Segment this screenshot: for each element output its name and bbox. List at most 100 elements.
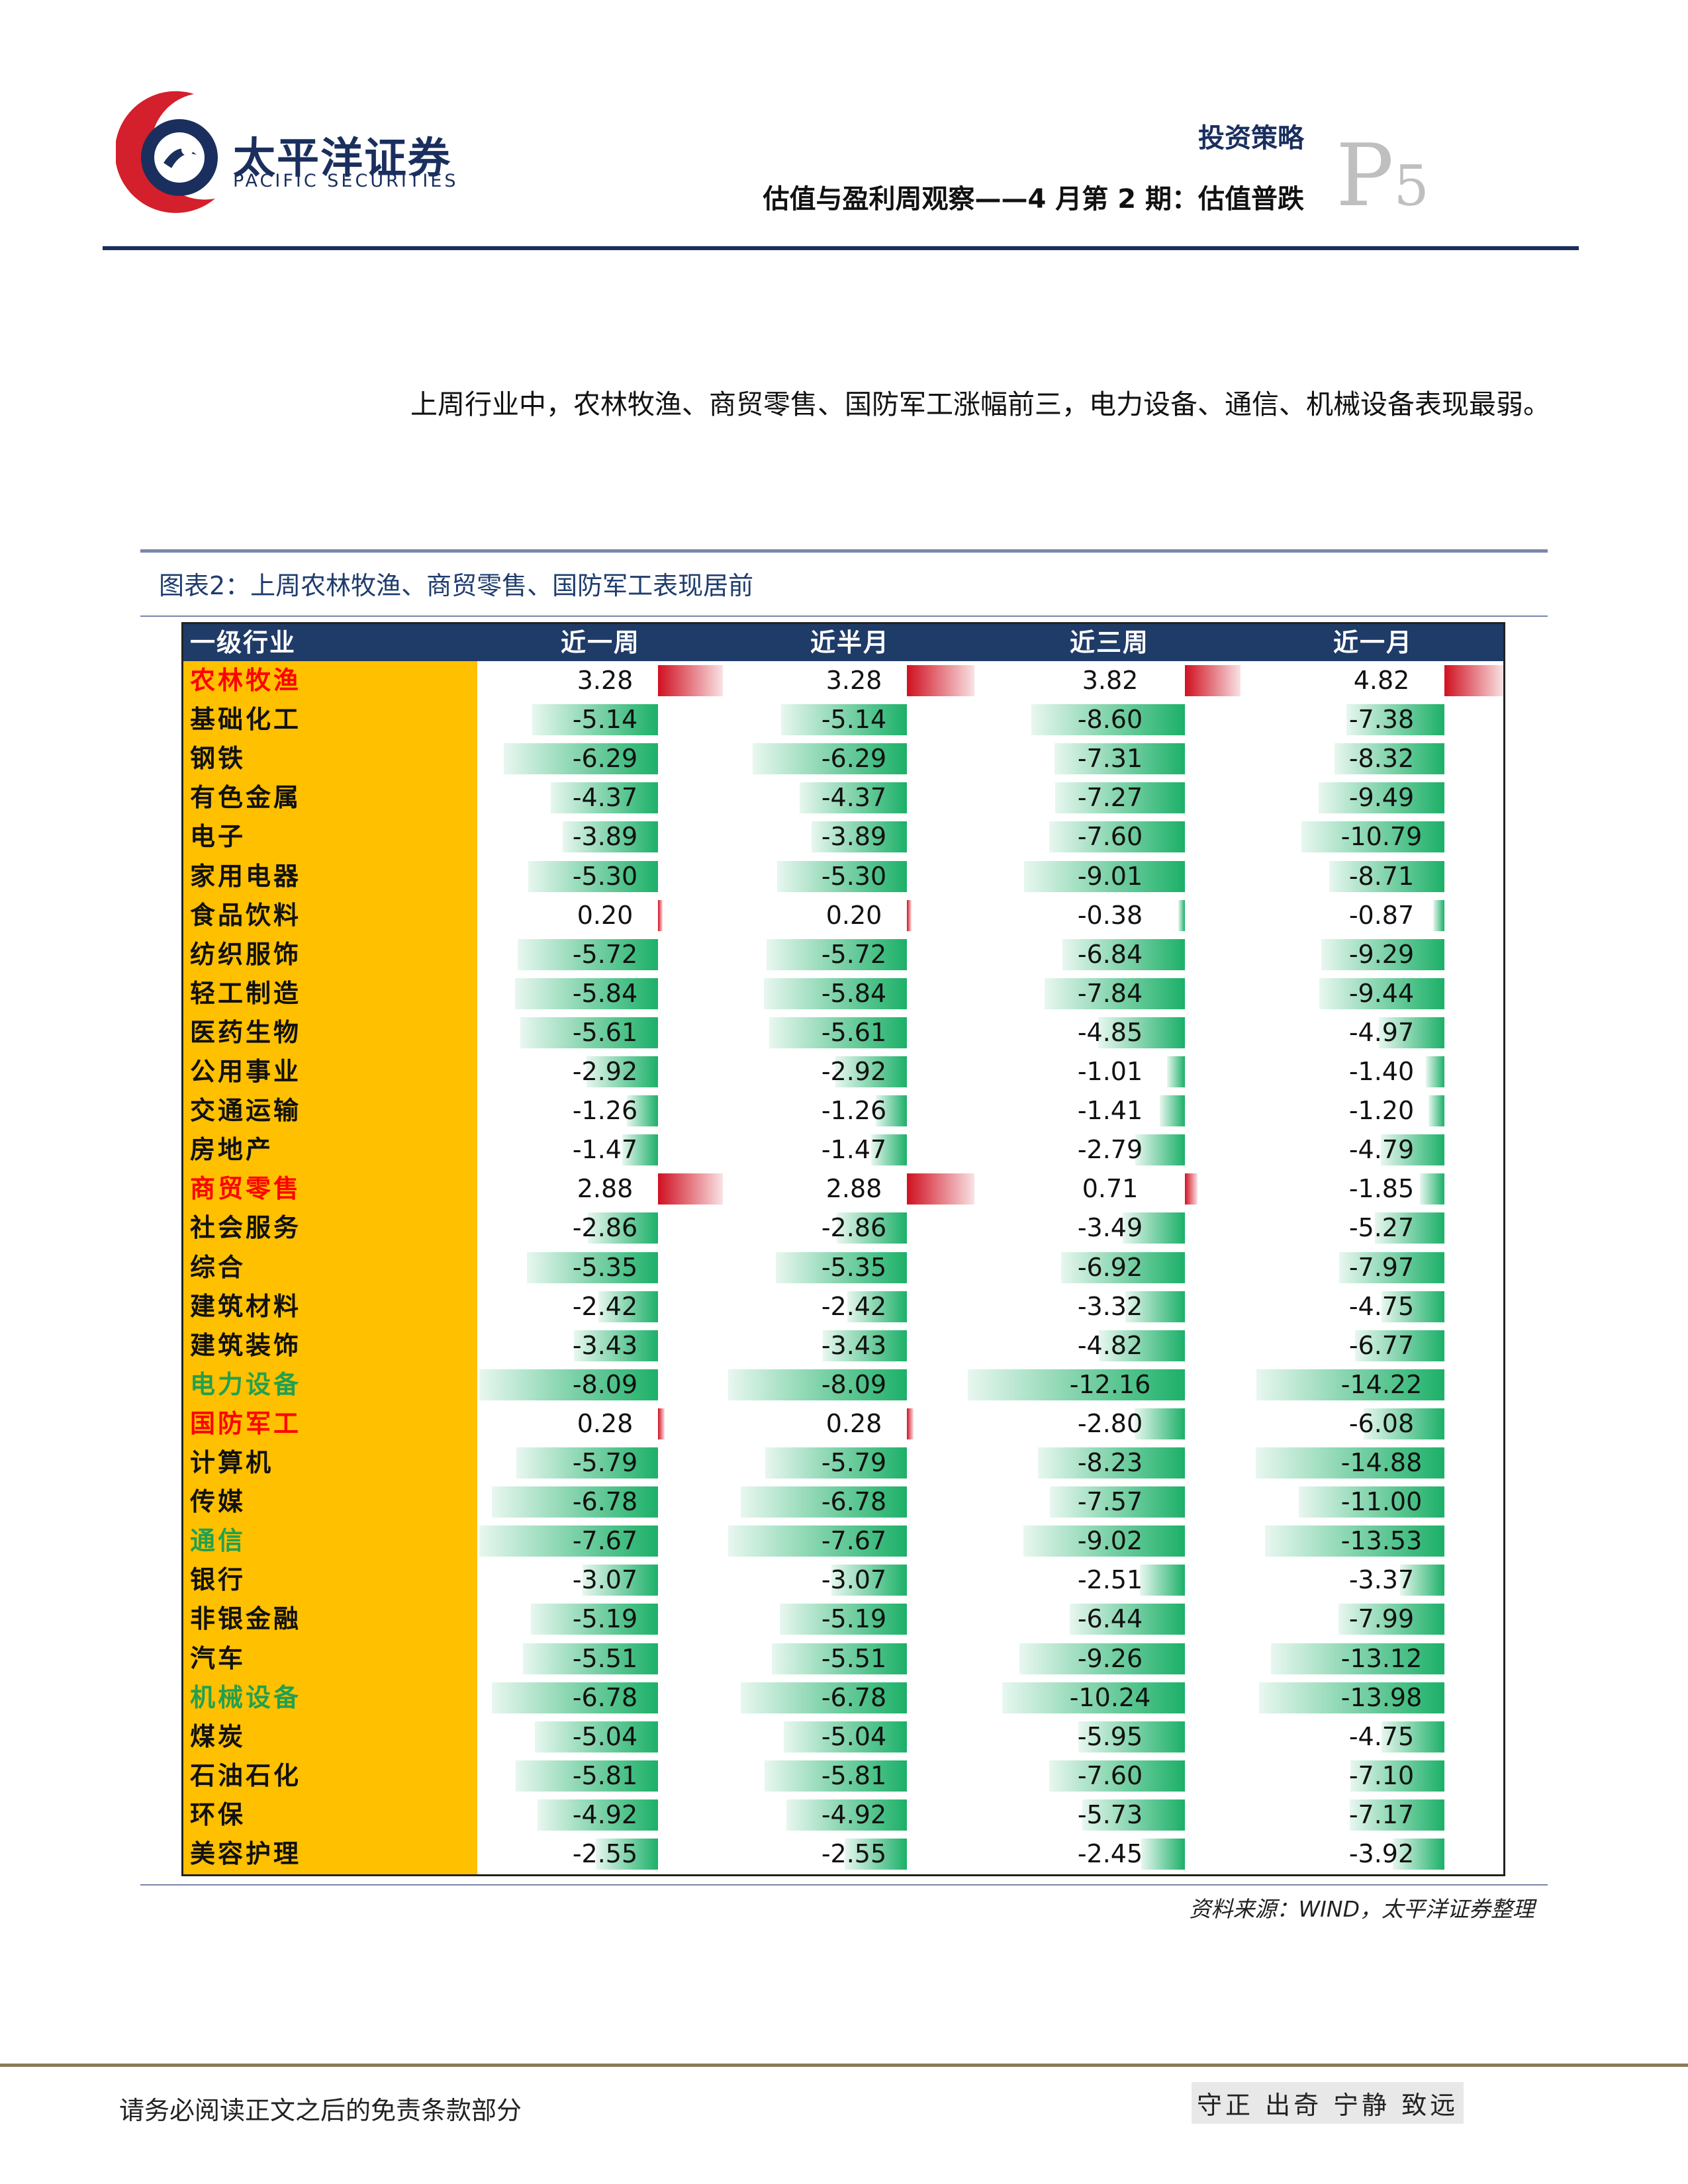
value-bar bbox=[1049, 1486, 1185, 1518]
value-bar bbox=[1338, 1251, 1444, 1283]
value-bar bbox=[1420, 1173, 1444, 1205]
header-period-4: 近一月 bbox=[1333, 628, 1413, 657]
value-bar bbox=[800, 782, 907, 814]
value-label: -5.27 bbox=[1348, 1213, 1415, 1243]
figure-title-rule bbox=[140, 615, 1548, 617]
table-row: 煤炭 -5.04 -5.04 -5.95 -4.75 bbox=[183, 1717, 1503, 1756]
value-bar bbox=[1141, 1839, 1185, 1870]
value-label: -5.73 bbox=[1077, 1799, 1143, 1829]
industry-name: 轻工制造 bbox=[190, 978, 302, 1008]
table-row: 石油石化 -5.81 -5.81 -7.60 -7.10 bbox=[183, 1756, 1503, 1796]
value-label: 4.82 bbox=[1353, 666, 1410, 695]
value-label: -5.30 bbox=[821, 861, 887, 891]
value-label: -6.77 bbox=[1348, 1330, 1415, 1360]
value-label: 0.20 bbox=[825, 900, 882, 930]
value-label: -5.14 bbox=[821, 705, 887, 735]
table-row: 非银金融 -5.19 -5.19 -6.44 -7.99 bbox=[183, 1600, 1503, 1639]
value-bar bbox=[776, 1251, 907, 1283]
value-bar bbox=[516, 1447, 658, 1479]
value-bar bbox=[528, 860, 658, 892]
value-bar bbox=[658, 1408, 665, 1439]
value-label: -5.72 bbox=[572, 939, 638, 969]
figure-bottom-rule bbox=[140, 1884, 1548, 1886]
value-bar bbox=[728, 1525, 907, 1557]
value-bar bbox=[527, 1251, 658, 1283]
value-label: -5.61 bbox=[821, 1017, 887, 1047]
value-bar bbox=[876, 1095, 907, 1127]
value-bar bbox=[1166, 1056, 1185, 1087]
value-bar bbox=[1338, 1604, 1444, 1635]
value-label: -14.88 bbox=[1340, 1448, 1423, 1477]
value-label: -2.92 bbox=[572, 1057, 638, 1086]
value-label: -9.49 bbox=[1348, 783, 1415, 813]
value-label: -7.60 bbox=[1077, 822, 1143, 852]
value-label: -0.87 bbox=[1348, 900, 1415, 930]
value-label: -1.85 bbox=[1348, 1174, 1415, 1204]
value-bar bbox=[1002, 1682, 1185, 1713]
value-bar bbox=[1125, 1291, 1185, 1322]
industry-column-fill bbox=[183, 661, 477, 1874]
value-label: -2.92 bbox=[821, 1057, 887, 1086]
value-label: -7.38 bbox=[1348, 705, 1415, 735]
value-label: -5.30 bbox=[572, 861, 638, 891]
industry-name: 社会服务 bbox=[190, 1213, 302, 1243]
table-header: 一级行业 近一周 近半月 近三周 近一月 bbox=[183, 624, 1503, 661]
industry-name: 传媒 bbox=[190, 1487, 246, 1517]
value-bar bbox=[835, 1056, 907, 1087]
value-label: -8.09 bbox=[821, 1369, 887, 1399]
table-row: 建筑装饰 -3.43 -3.43 -4.82 -6.77 bbox=[183, 1326, 1503, 1365]
table-row: 国防军工 0.28 0.28 -2.80 -6.08 bbox=[183, 1404, 1503, 1443]
header-rule bbox=[103, 246, 1579, 250]
value-label: -7.17 bbox=[1348, 1799, 1415, 1829]
footer-motto: 守正 出奇 宁静 致远 bbox=[1192, 2082, 1464, 2124]
value-label: -8.32 bbox=[1348, 744, 1415, 774]
value-bar bbox=[1185, 665, 1241, 696]
table-row: 食品饮料 0.20 0.20 -0.38 -0.87 bbox=[183, 896, 1503, 935]
value-bar bbox=[831, 1565, 907, 1596]
value-label: -3.43 bbox=[572, 1330, 638, 1360]
industry-name: 食品饮料 bbox=[190, 900, 302, 930]
value-bar bbox=[1299, 1486, 1444, 1518]
value-bar bbox=[1023, 1525, 1185, 1557]
table-row: 电力设备 -8.09 -8.09 -12.16 -14.22 bbox=[183, 1365, 1503, 1404]
value-label: -6.78 bbox=[821, 1487, 887, 1517]
value-bar bbox=[658, 899, 663, 931]
value-bar bbox=[1399, 1565, 1444, 1596]
industry-name: 基础化工 bbox=[190, 705, 302, 735]
value-bar bbox=[574, 1330, 658, 1361]
value-label: 0.28 bbox=[577, 1408, 633, 1438]
value-label: -10.24 bbox=[1069, 1682, 1151, 1712]
industry-name: 家用电器 bbox=[190, 861, 302, 891]
value-label: -7.99 bbox=[1348, 1604, 1415, 1634]
value-label: -5.14 bbox=[572, 705, 638, 735]
table-row: 轻工制造 -5.84 -5.84 -7.84 -9.44 bbox=[183, 974, 1503, 1013]
value-bar bbox=[1185, 1173, 1198, 1205]
value-label: -2.55 bbox=[572, 1839, 638, 1868]
value-bar bbox=[520, 1017, 658, 1048]
table-row: 传媒 -6.78 -6.78 -7.57 -11.00 bbox=[183, 1482, 1503, 1522]
value-bar bbox=[1334, 743, 1444, 775]
industry-name: 房地产 bbox=[190, 1135, 274, 1165]
value-bar bbox=[1070, 1604, 1185, 1635]
industry-name: 商贸零售 bbox=[190, 1174, 302, 1204]
value-label: -3.07 bbox=[572, 1565, 638, 1595]
value-label: -1.26 bbox=[821, 1096, 887, 1126]
value-bar bbox=[1078, 1721, 1185, 1752]
value-bar bbox=[1378, 1017, 1444, 1048]
value-label: -5.04 bbox=[572, 1721, 638, 1751]
value-bar bbox=[847, 1291, 907, 1322]
value-bar bbox=[765, 1760, 907, 1792]
value-label: -3.49 bbox=[1077, 1213, 1143, 1243]
value-bar bbox=[537, 1799, 658, 1831]
value-label: -7.10 bbox=[1348, 1760, 1415, 1790]
value-bar bbox=[772, 1643, 907, 1674]
industry-name: 石油石化 bbox=[190, 1760, 302, 1790]
table-row: 汽车 -5.51 -5.51 -9.26 -13.12 bbox=[183, 1639, 1503, 1678]
value-bar bbox=[1374, 1212, 1444, 1244]
value-bar bbox=[786, 1799, 907, 1831]
value-label: -5.04 bbox=[821, 1721, 887, 1751]
value-label: -6.29 bbox=[821, 744, 887, 774]
value-bar bbox=[1349, 1799, 1444, 1831]
value-bar bbox=[812, 821, 907, 853]
value-bar bbox=[769, 1017, 907, 1048]
